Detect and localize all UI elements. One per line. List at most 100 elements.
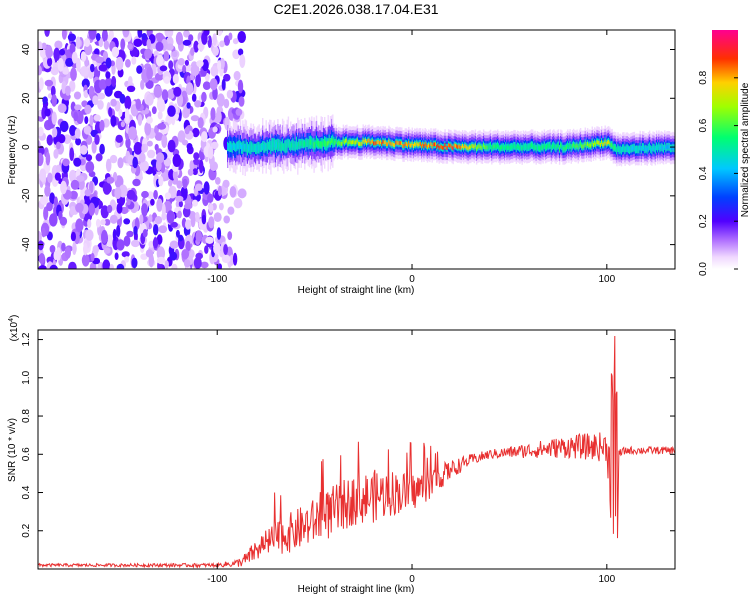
heatmap-cell — [498, 145, 500, 149]
spectrogram-frame — [37, 29, 676, 270]
heatmap-cell — [69, 147, 75, 161]
heatmap-cell — [590, 144, 592, 149]
heatmap-cell — [61, 242, 66, 252]
heatmap-cell — [75, 138, 82, 146]
heatmap-cell — [511, 144, 513, 149]
heatmap-cell — [112, 228, 117, 241]
heatmap-cell — [534, 144, 536, 149]
heatmap-cell — [155, 158, 162, 172]
heatmap-cell — [232, 252, 238, 266]
heatmap-cell — [373, 141, 375, 146]
heatmap-cell — [229, 143, 231, 150]
heatmap-cell — [221, 78, 226, 91]
heatmap-cell — [371, 139, 374, 144]
heatmap-cell — [144, 48, 153, 59]
heatmap-cell — [353, 140, 355, 144]
heatmap-cell — [186, 82, 194, 95]
heatmap-cell — [109, 214, 118, 224]
heatmap-cell — [276, 141, 278, 148]
heatmap-cell — [592, 143, 595, 147]
heatmap-cell — [556, 144, 558, 149]
heatmap-cell — [449, 143, 451, 148]
heatmap-cell — [229, 254, 234, 266]
heatmap-cell — [617, 146, 619, 151]
heatmap-cell — [158, 225, 168, 234]
x-tick-label: -100 — [207, 274, 227, 285]
heatmap-cell — [141, 203, 148, 217]
heatmap-cell — [479, 144, 481, 149]
heatmap-cell — [671, 146, 673, 151]
heatmap-cell — [56, 247, 62, 261]
heatmap-cell — [176, 93, 184, 107]
heatmap-cell — [475, 146, 478, 151]
heatmap-cell — [106, 176, 115, 184]
heatmap-cell — [39, 195, 49, 205]
heatmap-cell — [641, 145, 644, 149]
y-tick-label: 1.0 — [21, 370, 32, 384]
heatmap-cell — [47, 57, 53, 67]
heatmap-cell — [73, 111, 78, 122]
heatmap-cell — [349, 140, 352, 145]
heatmap-cell — [423, 144, 425, 149]
heatmap-cell — [271, 141, 273, 148]
heatmap-cell — [223, 35, 230, 46]
heatmap-cell — [213, 242, 221, 255]
heatmap-cell — [233, 70, 241, 81]
heatmap-cell — [620, 148, 623, 153]
heatmap-cell — [258, 144, 260, 152]
heatmap-cell — [321, 141, 323, 148]
heatmap-cell — [94, 134, 100, 145]
heatmap-cell — [124, 95, 132, 110]
heatmap-cell — [238, 143, 240, 150]
heatmap-cell — [182, 65, 187, 74]
heatmap-cell — [286, 143, 288, 148]
heatmap-cell — [98, 79, 107, 90]
heatmap-cell — [616, 148, 618, 153]
heatmap-cell — [193, 40, 199, 53]
heatmap-cell — [184, 126, 190, 135]
heatmap-cell — [518, 144, 520, 149]
heatmap-cell — [79, 145, 88, 155]
heatmap-cell — [472, 144, 474, 148]
heatmap-cell — [551, 144, 554, 149]
heatmap-cell — [237, 48, 244, 56]
chart-title: C2E1.2026.038.17.04.E31 — [273, 1, 438, 17]
heatmap-cell — [554, 144, 556, 149]
snr-panel: -100 0 100 0.2 0.4 0.6 0.8 1.0 1.2 Height of st… — [7, 315, 676, 595]
heatmap-cell — [665, 146, 667, 151]
heatmap-cell — [644, 147, 646, 152]
heatmap-cell — [520, 144, 522, 149]
heatmap-cell — [343, 140, 346, 145]
heatmap-cell — [150, 198, 155, 206]
heatmap-cell — [415, 142, 417, 147]
heatmap-cell — [182, 178, 188, 189]
heatmap-cell — [120, 38, 126, 51]
heatmap-cell — [404, 142, 406, 147]
heatmap-cell — [618, 148, 620, 152]
heatmap-cell — [638, 147, 640, 152]
heatmap-cell — [208, 203, 214, 213]
heatmap-cell — [436, 145, 438, 149]
heatmap-cell — [278, 142, 280, 147]
y-tick-label: 0.2 — [21, 523, 32, 537]
heatmap-cell — [392, 142, 395, 147]
colorbar-gradient — [712, 30, 738, 269]
heatmap-cell — [277, 142, 279, 149]
heatmap-cell — [99, 119, 105, 132]
heatmap-cell — [364, 138, 367, 143]
heatmap-cell — [357, 141, 360, 146]
colorbar-tick-label: 0.2 — [698, 214, 709, 228]
heatmap-cell — [598, 141, 600, 145]
heatmap-cell — [224, 116, 230, 131]
heatmap-cell — [47, 172, 53, 184]
heatmap-cell — [317, 141, 319, 146]
heatmap-cell — [324, 139, 326, 147]
heatmap-cell — [435, 142, 437, 147]
heatmap-cell — [571, 143, 574, 148]
heatmap-cell — [542, 145, 544, 150]
heatmap-cell — [146, 116, 153, 124]
heatmap-cell — [650, 147, 652, 151]
heatmap-cell — [169, 251, 178, 261]
heatmap-cell — [394, 143, 396, 148]
heatmap-cell — [544, 145, 547, 150]
